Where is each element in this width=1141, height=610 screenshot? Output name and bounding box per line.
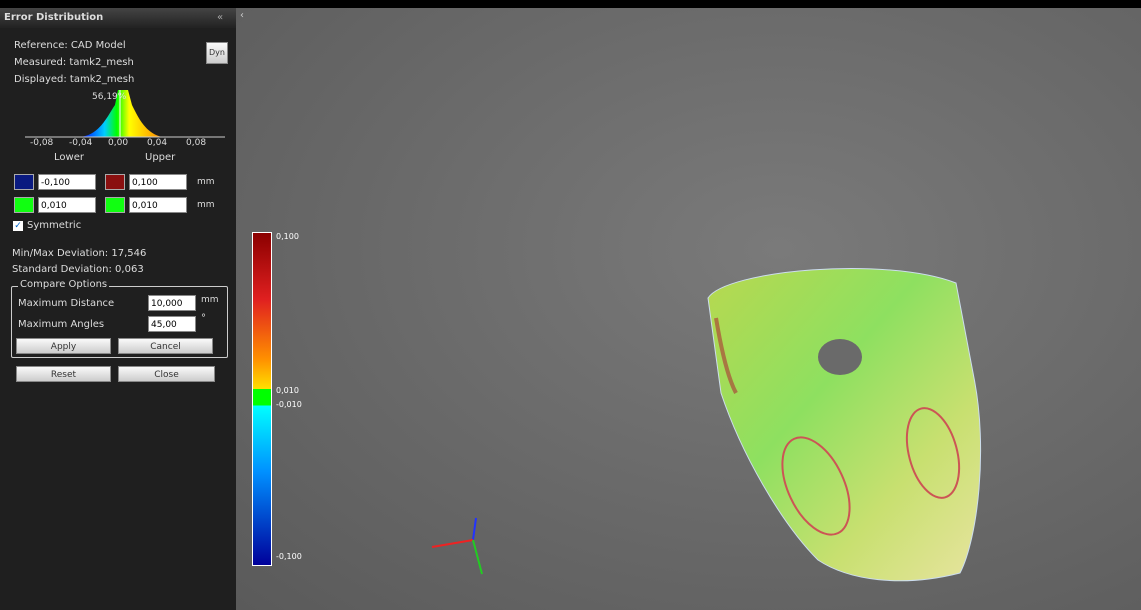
upper-input[interactable]: 0,010	[129, 197, 187, 213]
close-button[interactable]: Close	[118, 366, 215, 382]
max-angles-input[interactable]: 45,00	[148, 316, 196, 332]
histogram-axis-label: 0,04	[147, 138, 167, 148]
cancel-button[interactable]: Cancel	[118, 338, 213, 354]
unit: mm	[197, 177, 215, 187]
upper-input[interactable]: 0,100	[129, 174, 187, 190]
histogram-axis-label: -0,08	[30, 138, 53, 148]
apply-button[interactable]: Apply	[16, 338, 111, 354]
panel-title: Error Distribution	[0, 8, 236, 28]
lower-color[interactable]	[14, 174, 34, 190]
min-max: Min/Max Deviation: 17,546	[12, 248, 146, 259]
histogram-axis-label: -0,04	[69, 138, 92, 148]
scene	[236, 8, 1141, 610]
upper-color[interactable]	[105, 174, 125, 190]
symmetric-checkbox[interactable]: ✓	[13, 221, 23, 231]
unit: mm	[197, 200, 215, 210]
upper-color[interactable]	[105, 197, 125, 213]
unit: mm	[201, 295, 219, 305]
collapse[interactable]: «	[217, 12, 223, 23]
unit: °	[201, 313, 206, 324]
max-angles-label: Maximum Angles	[18, 319, 104, 330]
lower-label: Lower	[54, 152, 84, 163]
reset-button[interactable]: Reset	[16, 366, 111, 382]
lower-input[interactable]: -0,100	[38, 174, 96, 190]
symmetric-label: Symmetric	[27, 220, 81, 231]
lower-color[interactable]	[14, 197, 34, 213]
histogram-axis-label: 0,00	[108, 138, 128, 148]
displayed: Displayed: tamk2_mesh	[14, 74, 134, 85]
reference: Reference: CAD Model	[14, 40, 126, 51]
lower-input[interactable]: 0,010	[38, 197, 96, 213]
compare-title: Compare Options	[18, 279, 109, 290]
upper-label: Upper	[145, 152, 175, 163]
max-distance-label: Maximum Distance	[18, 298, 114, 309]
std-dev: Standard Deviation: 0,063	[12, 264, 144, 275]
app: Error Distribution « ‹ Reference: CAD Mo…	[0, 0, 1141, 610]
histogram-axis-label: 0,08	[186, 138, 206, 148]
max-distance-input[interactable]: 10,000	[148, 295, 196, 311]
dyn-button[interactable]: Dyn	[206, 42, 228, 64]
measured: Measured: tamk2_mesh	[14, 57, 134, 68]
peak-label: 56,19%	[92, 92, 126, 102]
